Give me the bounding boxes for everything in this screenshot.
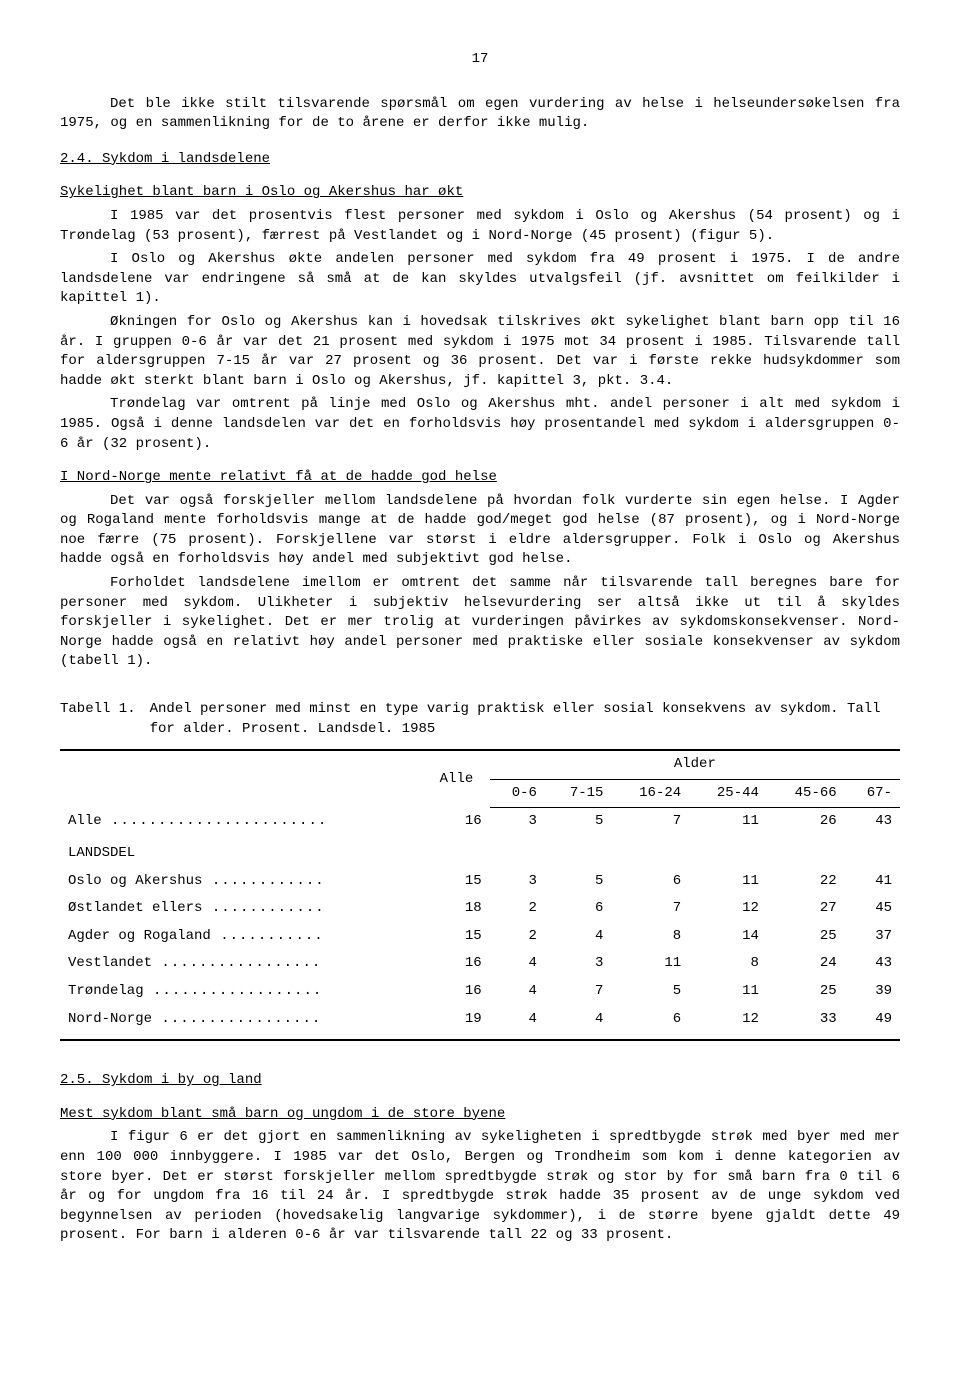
cell: 11: [689, 868, 767, 896]
col-header-age: 0-6: [490, 779, 545, 808]
body-paragraph: Økningen for Oslo og Akershus kan i hove…: [60, 313, 900, 391]
cell: 19: [423, 1006, 489, 1034]
cell: 16: [423, 808, 489, 836]
body-paragraph: I 1985 var det prosentvis flest personer…: [60, 207, 900, 246]
subsection-mest-sykdom-title: Mest sykdom blant små barn og ungdom i d…: [60, 1105, 900, 1125]
subsection-sykelighet-title: Sykelighet blant barn i Oslo og Akershus…: [60, 183, 900, 203]
cell: 24: [767, 950, 845, 978]
cell: 7: [545, 978, 611, 1006]
cell: 16: [423, 978, 489, 1006]
cell: 6: [611, 868, 689, 896]
table-caption: Tabell 1. Andel personer med minst en ty…: [60, 700, 900, 739]
cell: 25: [767, 978, 845, 1006]
cell: 7: [611, 895, 689, 923]
landsdel-header: LANDSDEL: [60, 836, 900, 868]
table-row: Vestlandet16431182443: [60, 950, 900, 978]
cell: 11: [689, 808, 767, 836]
cell: 5: [545, 808, 611, 836]
body-paragraph: Forholdet landsdelene imellom er omtrent…: [60, 574, 900, 672]
cell: 4: [545, 923, 611, 951]
body-paragraph: Det var også forskjeller mellom landsdel…: [60, 492, 900, 570]
cell: 2: [490, 895, 545, 923]
cell: 11: [689, 978, 767, 1006]
cell: 27: [767, 895, 845, 923]
cell: 45: [845, 895, 900, 923]
col-header-age: 7-15: [545, 779, 611, 808]
col-header-age: 16-24: [611, 779, 689, 808]
cell: 43: [845, 808, 900, 836]
cell: 15: [423, 923, 489, 951]
cell: 5: [611, 978, 689, 1006]
cell: 4: [490, 1006, 545, 1034]
cell: 11: [611, 950, 689, 978]
cell: 37: [845, 923, 900, 951]
cell: 6: [611, 1006, 689, 1034]
cell: 8: [689, 950, 767, 978]
cell: 6: [545, 895, 611, 923]
intro-paragraph: Det ble ikke stilt tilsvarende spørsmål …: [60, 95, 900, 134]
table-row: Østlandet ellers 18267122745: [60, 895, 900, 923]
section-2-5-title: 2.5. Sykdom i by og land: [60, 1071, 900, 1091]
cell: 4: [490, 978, 545, 1006]
col-header-age: 45-66: [767, 779, 845, 808]
body-paragraph: I Oslo og Akershus økte andelen personer…: [60, 250, 900, 309]
col-header-age: 25-44: [689, 779, 767, 808]
col-header-age: 67-: [845, 779, 900, 808]
cell: 8: [611, 923, 689, 951]
cell: 5: [545, 868, 611, 896]
table-row: LANDSDEL: [60, 836, 900, 868]
row-label: Vestlandet: [68, 955, 152, 971]
col-header-alder: Alder: [490, 750, 900, 779]
cell: 18: [423, 895, 489, 923]
row-label: Agder og Rogaland: [68, 928, 211, 944]
cell: 3: [490, 808, 545, 836]
row-label: Alle: [68, 813, 102, 829]
table-caption-text: Andel personer med minst en type varig p…: [150, 700, 900, 739]
section-2-4-title: 2.4. Sykdom i landsdelene: [60, 150, 900, 170]
row-label: Trøndelag: [68, 983, 144, 999]
cell: 25: [767, 923, 845, 951]
table-row: Agder og Rogaland 15248142537: [60, 923, 900, 951]
row-label: Østlandet ellers: [68, 900, 202, 916]
col-header-alle: Alle: [423, 750, 489, 808]
cell: 41: [845, 868, 900, 896]
page-number: 17: [60, 50, 900, 70]
body-paragraph: Trøndelag var omtrent på linje med Oslo …: [60, 395, 900, 454]
cell: 12: [689, 1006, 767, 1034]
cell: 2: [490, 923, 545, 951]
cell: 22: [767, 868, 845, 896]
subsection-nord-norge-title: I Nord-Norge mente relativt få at de had…: [60, 468, 900, 488]
body-paragraph: I figur 6 er det gjort en sammenlikning …: [60, 1128, 900, 1246]
cell: 16: [423, 950, 489, 978]
cell: 49: [845, 1006, 900, 1034]
cell: 14: [689, 923, 767, 951]
row-label: Nord-Norge: [68, 1011, 152, 1027]
data-table: Alle Alder 0-6 7-15 16-24 25-44 45-66 67…: [60, 749, 900, 1041]
row-label: Oslo og Akershus: [68, 873, 202, 889]
cell: 43: [845, 950, 900, 978]
cell: 4: [545, 1006, 611, 1034]
table-row: Nord-Norge19446123349: [60, 1006, 900, 1034]
cell: 26: [767, 808, 845, 836]
cell: 15: [423, 868, 489, 896]
cell: 39: [845, 978, 900, 1006]
cell: 3: [545, 950, 611, 978]
cell: 33: [767, 1006, 845, 1034]
cell: 4: [490, 950, 545, 978]
table-caption-label: Tabell 1.: [60, 700, 150, 739]
table-row: Alle 16 3 5 7 11 26 43: [60, 808, 900, 836]
table-row: Oslo og Akershus 15356112241: [60, 868, 900, 896]
cell: 7: [611, 808, 689, 836]
table-row: Trøndelag 16475112539: [60, 978, 900, 1006]
cell: 3: [490, 868, 545, 896]
cell: 12: [689, 895, 767, 923]
